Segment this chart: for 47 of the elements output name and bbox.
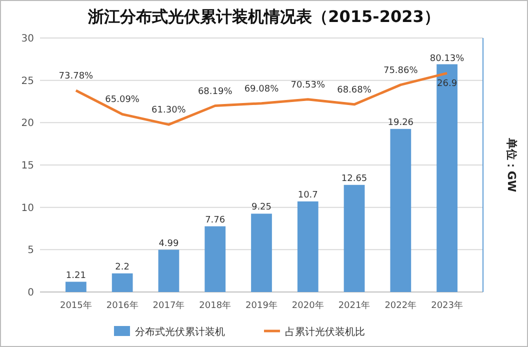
- legend-label: 分布式光伏累计装机: [135, 326, 225, 338]
- data-label: 73.78%: [58, 71, 94, 82]
- data-label: 12.65: [341, 174, 368, 184]
- y-tick-label: 0: [28, 288, 34, 298]
- data-label: 70.53%: [290, 80, 326, 90]
- x-tick-label: 2022年: [384, 300, 417, 311]
- chart-title: 浙江分布式光伏累计装机情况表（2015-2023）: [87, 7, 440, 26]
- bar: [66, 282, 86, 292]
- data-label: 19.26: [388, 118, 414, 128]
- bar: [297, 201, 318, 292]
- x-tick-label: 2015年: [60, 300, 92, 311]
- data-label: 26.9: [437, 79, 458, 90]
- data-label: 4.99: [158, 238, 180, 249]
- x-tick-label: 2017年: [152, 300, 185, 311]
- data-label: 1.21: [66, 270, 86, 281]
- legend-label: 占累计光伏装机比: [285, 326, 365, 338]
- data-label: 68.19%: [198, 86, 233, 97]
- bar: [204, 226, 226, 292]
- y-tick-label: 15: [21, 160, 34, 172]
- bar: [251, 214, 272, 292]
- data-label: 80.13%: [430, 54, 465, 64]
- data-label: 68.68%: [337, 85, 372, 96]
- y-tick-label: 20: [21, 118, 34, 130]
- data-label: 61.30%: [152, 106, 186, 116]
- y-tick-label: 10: [21, 202, 34, 214]
- y2-axis-title: 单位：GW: [505, 136, 518, 192]
- bar: [112, 273, 133, 292]
- bar: [344, 184, 365, 292]
- data-label: 69.08%: [244, 84, 280, 94]
- data-label: 2.2: [115, 262, 130, 272]
- x-tick-label: 2019年: [246, 300, 278, 311]
- y-tick-label: 25: [21, 76, 34, 87]
- x-tick-label: 2020年: [292, 300, 324, 311]
- data-label: 75.86%: [384, 66, 418, 76]
- bar: [390, 128, 412, 292]
- x-tick-label: 2018年: [199, 300, 232, 311]
- y-tick-label: 5: [28, 245, 34, 256]
- x-tick-label: 2023年: [431, 300, 464, 311]
- data-label: 65.09%: [105, 95, 140, 106]
- data-label: 10.7: [298, 190, 318, 200]
- bar: [158, 250, 180, 292]
- bar: [436, 64, 458, 292]
- x-tick-label: 2016年: [106, 300, 138, 311]
- x-tick-label: 2021年: [338, 300, 370, 311]
- data-label: 7.76: [205, 215, 226, 226]
- data-label: 9.25: [251, 202, 272, 213]
- y-tick-label: 30: [21, 34, 34, 44]
